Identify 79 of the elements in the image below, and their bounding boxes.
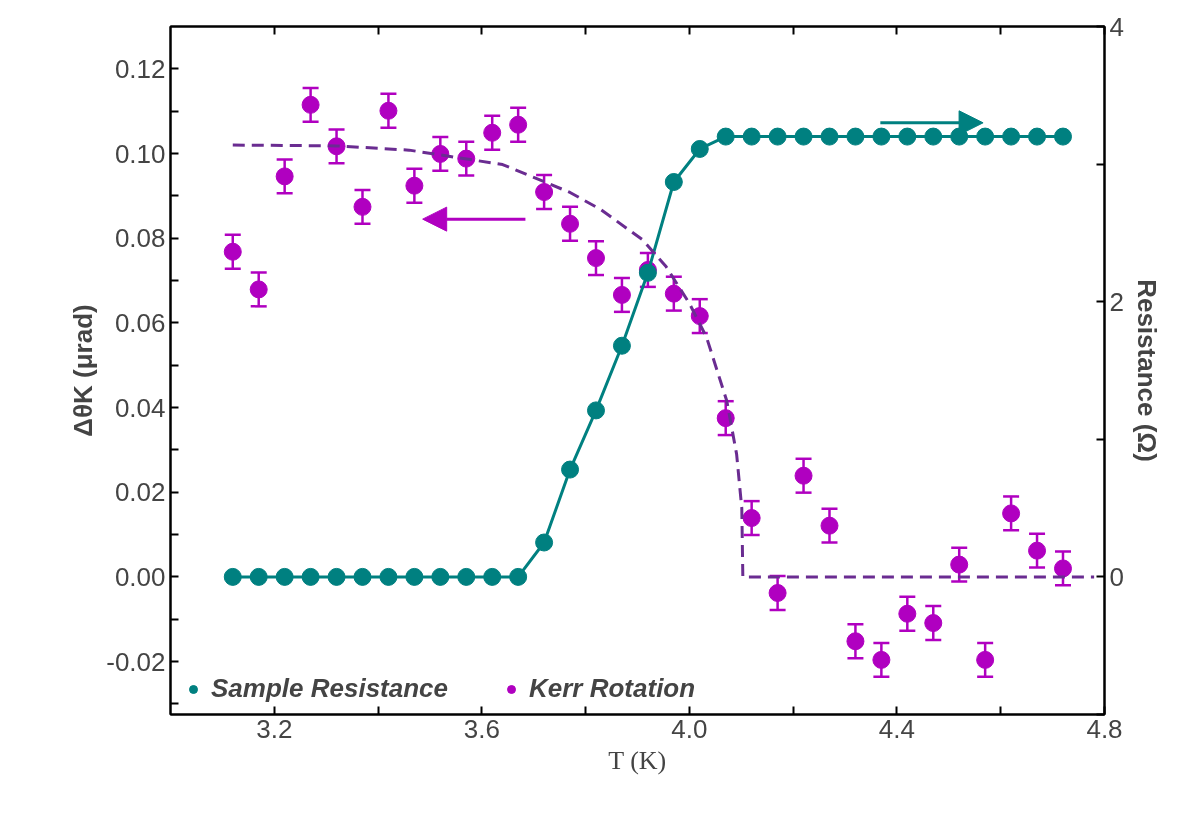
y2-tick-label: 2: [1109, 286, 1124, 317]
y2-tick-label: 4: [1109, 11, 1124, 42]
y-tick-label: 0.02: [114, 477, 166, 508]
x-tick-label: 4.0: [671, 713, 708, 744]
point: [405, 176, 424, 195]
point: [872, 650, 891, 669]
point: [223, 567, 242, 586]
point: [431, 567, 450, 586]
point: [1028, 541, 1047, 560]
point: [768, 584, 787, 602]
point: [898, 604, 917, 623]
point: [561, 214, 580, 233]
point: [1002, 127, 1021, 146]
point: [301, 567, 320, 586]
point: [275, 167, 294, 186]
legend-label: Kerr Rotation: [529, 673, 696, 704]
x-tick-label: 4.8: [1086, 713, 1123, 744]
y-tick-label: 0.00: [114, 561, 166, 592]
point: [379, 101, 398, 120]
point: [535, 183, 554, 202]
y2-axis-title: Resistance (Ω): [1131, 279, 1162, 462]
point: [898, 127, 917, 146]
point: [768, 127, 787, 146]
point: [820, 516, 839, 535]
point: [509, 567, 528, 586]
point: [379, 567, 398, 586]
point: [924, 614, 943, 633]
point: [223, 242, 242, 261]
point: [535, 533, 554, 552]
x-tick-label: 4.4: [878, 713, 916, 744]
point: [664, 284, 683, 303]
y-tick-label: 0.04: [114, 392, 166, 423]
point: [846, 632, 865, 651]
point: [976, 650, 995, 669]
point: [612, 336, 631, 355]
point: [586, 249, 605, 268]
point: [509, 115, 528, 134]
point: [1053, 127, 1072, 146]
legend-label: Sample Resistance: [211, 673, 449, 704]
y2-tick-label: 0: [1109, 561, 1124, 592]
point: [664, 173, 683, 191]
point: [586, 401, 605, 420]
point: [872, 127, 891, 146]
y-tick-label: -0.02: [106, 646, 166, 677]
point: [483, 567, 502, 586]
point: [794, 127, 813, 146]
point: [924, 127, 943, 146]
point: [353, 567, 372, 586]
x-tick-label: 3.6: [463, 713, 500, 744]
y-tick-label: 0.10: [114, 138, 166, 169]
point: [353, 197, 372, 216]
point: [820, 127, 839, 146]
point: [1002, 504, 1021, 523]
point: [275, 567, 294, 586]
point: [950, 555, 969, 574]
y-axis-title: ΔθK (μrad): [68, 304, 99, 437]
point: [1053, 559, 1072, 578]
point: [716, 127, 735, 146]
point: [561, 460, 580, 479]
y-tick-label: 0.12: [114, 53, 166, 84]
point: [405, 567, 424, 586]
point: [612, 285, 631, 304]
point: [846, 127, 865, 146]
x-tick-label: 3.2: [256, 713, 293, 744]
point: [976, 127, 995, 146]
point: [483, 123, 502, 142]
point: [327, 567, 346, 586]
y-tick-label: 0.06: [114, 307, 166, 338]
point: [249, 567, 268, 586]
point: [690, 139, 709, 158]
point: [249, 280, 268, 299]
point: [301, 95, 320, 114]
point: [742, 509, 761, 528]
point: [457, 567, 476, 586]
y-tick-label: 0.08: [114, 223, 166, 254]
point: [742, 127, 761, 146]
point: [794, 466, 813, 485]
point: [1028, 127, 1047, 146]
x-axis-title: T (K): [608, 745, 667, 775]
